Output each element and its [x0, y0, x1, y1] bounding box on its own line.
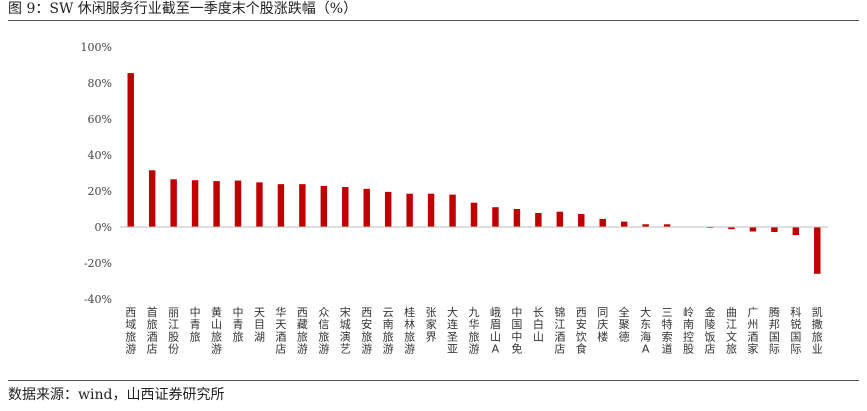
x-tick-label: 众信旅游: [318, 306, 329, 356]
bar: [470, 202, 478, 227]
bar: [277, 184, 285, 227]
x-tick-label: 同庆楼: [597, 306, 608, 343]
bar: [792, 227, 800, 236]
bar: [256, 182, 263, 227]
x-tick-label: 岭南控股: [683, 305, 694, 356]
x-tick-label: 锦江酒店: [554, 305, 565, 356]
footer-divider: [8, 380, 859, 381]
y-tick-label: 0%: [95, 221, 112, 234]
x-tick-label: 云南旅游: [383, 306, 394, 356]
y-tick-label: 40%: [88, 149, 112, 162]
bar: [234, 180, 242, 227]
x-tick-label: 腾邦国际: [769, 305, 780, 356]
bars: [127, 73, 821, 274]
figure-title: 图 9：SW 休闲服务行业截至一季度末个股涨跌幅（%）: [8, 1, 358, 17]
x-tick-label: 首旅酒店: [147, 305, 158, 356]
y-tick-label: -40%: [84, 293, 112, 306]
bar-chart: -40%-20%0%20%40%60%80%100% 西域旅游首旅酒店丽江股份中…: [81, 41, 828, 356]
x-tick-label: 九华旅游: [469, 306, 480, 356]
x-tick-label: 长白山: [533, 306, 544, 343]
bar: [814, 227, 821, 274]
y-axis-ticks: -40% -20% 0% 20% 40% 60% 80% 100%: [81, 41, 112, 306]
x-tick-label: 桂林旅游: [404, 305, 415, 356]
x-tick-label: 西安饮食: [576, 306, 587, 356]
bar: [513, 209, 521, 227]
x-axis-ticks: 西域旅游首旅酒店丽江股份中青旅黄山旅游中青旅天目湖华天酒店西藏旅游众信旅游宋城演…: [125, 305, 823, 356]
x-tick-label: 丽江股份: [168, 306, 179, 356]
x-tick-label: 曲江文旅: [726, 306, 737, 356]
x-tick-label: 三特索道: [662, 306, 673, 356]
bar: [535, 212, 542, 227]
x-tick-label: 张家界: [426, 306, 437, 343]
x-tick-label: 华天酒店: [275, 305, 286, 356]
data-source-note: 数据来源：wind，山西证券研究所: [8, 387, 225, 403]
x-tick-label: 凯撒旅业: [812, 306, 823, 356]
x-tick-label: 西域旅游: [125, 306, 136, 356]
x-tick-label: 大东海 A: [640, 305, 651, 356]
x-tick-label: 中青旅: [190, 306, 201, 343]
bar: [556, 211, 564, 227]
x-tick-label: 金陵饭店: [705, 305, 716, 356]
x-tick-label: 广州酒家: [747, 306, 758, 356]
x-tick-label: 峨眉山 A: [490, 306, 501, 356]
bar: [427, 193, 435, 227]
bar: [363, 188, 370, 227]
y-tick-label: 80%: [88, 77, 112, 90]
x-tick-label: 大连圣亚: [447, 305, 458, 356]
bar: [578, 214, 585, 227]
bar: [191, 180, 199, 227]
bar: [599, 218, 606, 227]
x-tick-label: 科锐国际: [790, 305, 801, 356]
bar: [170, 179, 177, 227]
x-tick-label: 黄山旅游: [211, 305, 222, 356]
bar: [663, 224, 671, 227]
bar: [449, 194, 456, 227]
y-tick-label: 60%: [88, 113, 112, 126]
x-tick-label: 中国中免: [511, 306, 522, 356]
bar: [406, 193, 413, 227]
bar: [127, 73, 134, 227]
y-tick-label: 100%: [81, 41, 112, 54]
bar: [492, 207, 499, 227]
bar: [384, 191, 392, 227]
bar: [148, 170, 156, 227]
x-tick-label: 中青旅: [233, 306, 244, 343]
y-tick-label: 20%: [88, 185, 112, 198]
bar: [342, 187, 349, 227]
x-tick-label: 天目湖: [254, 306, 265, 343]
x-tick-label: 全聚德: [619, 305, 630, 343]
bar: [749, 227, 757, 232]
bar: [771, 227, 778, 233]
bar: [320, 185, 328, 227]
bar: [642, 224, 649, 227]
bar: [620, 221, 628, 227]
bar: [213, 181, 220, 227]
title-divider: [8, 20, 859, 21]
x-tick-label: 宋城演艺: [340, 305, 351, 356]
x-tick-label: 西安旅游: [361, 306, 372, 356]
bar: [299, 184, 306, 227]
y-tick-label: -20%: [84, 257, 112, 270]
x-tick-label: 西藏旅游: [297, 306, 308, 356]
bar: [728, 227, 735, 230]
